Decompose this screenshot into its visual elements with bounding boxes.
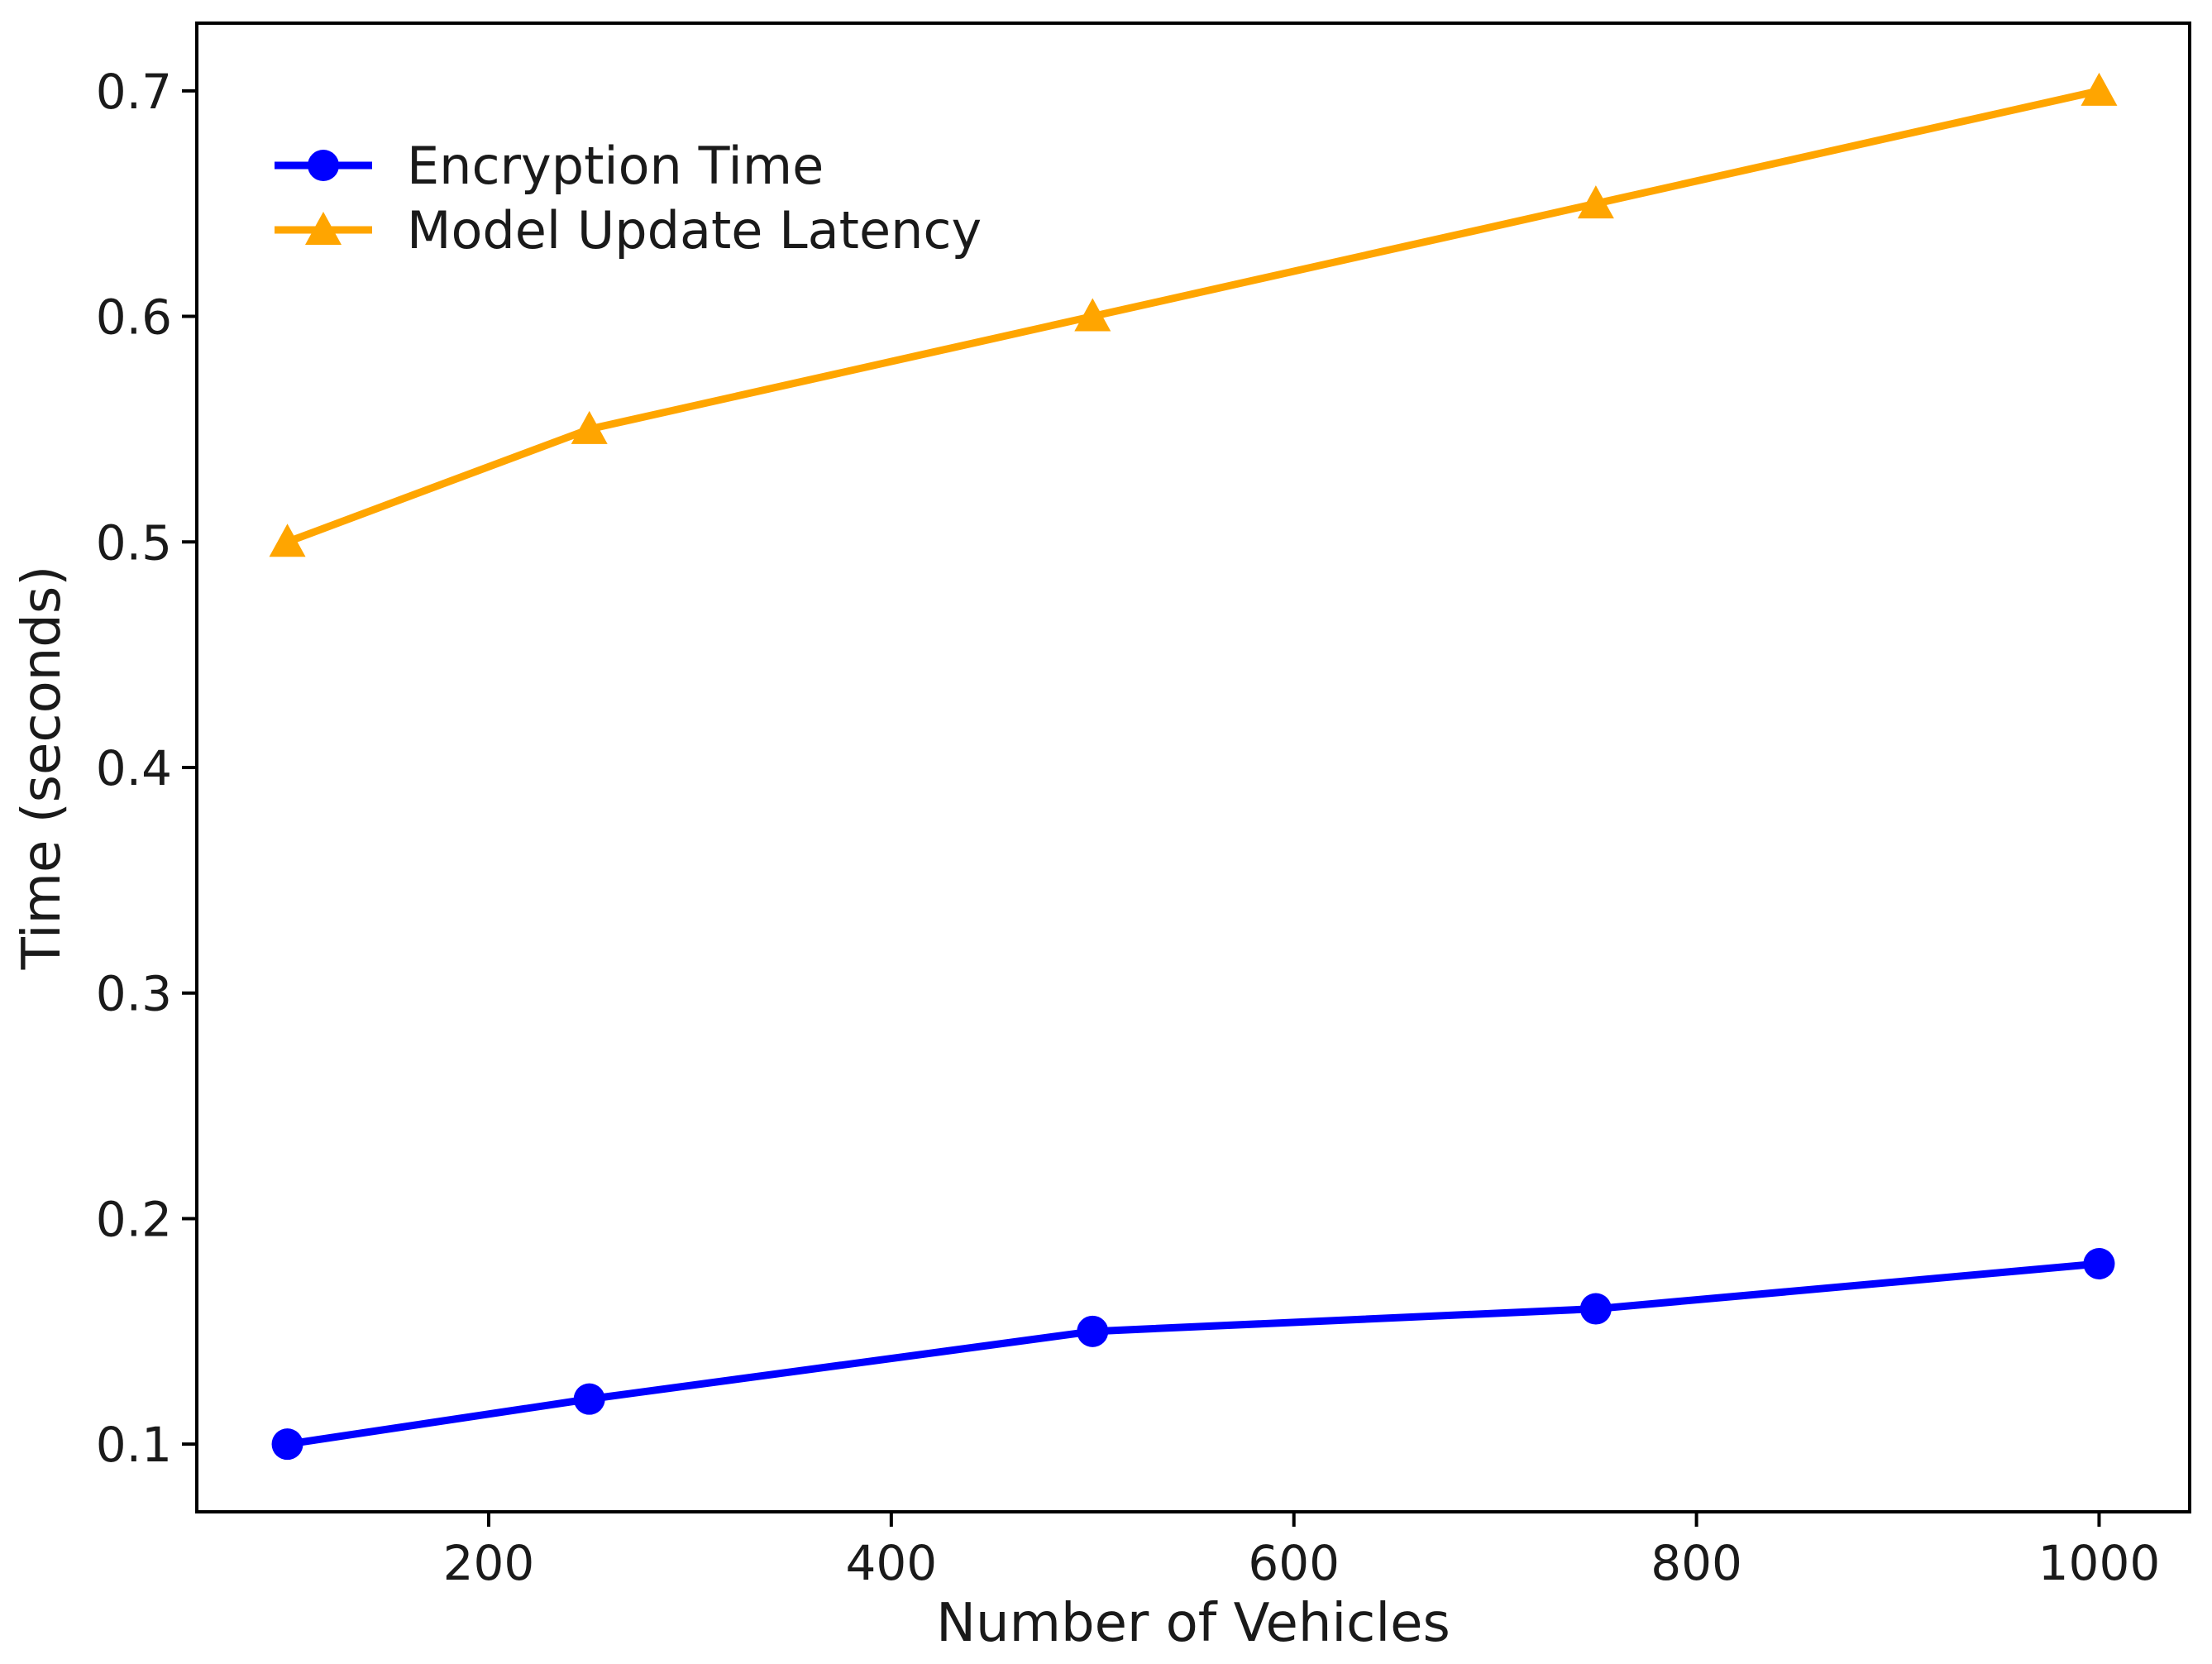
series-encryption-time — [271, 1248, 2115, 1461]
encryption-time-marker — [2083, 1248, 2115, 1279]
legend-circle-marker — [308, 150, 339, 181]
encryption-time-marker — [573, 1383, 605, 1415]
model-update-latency-marker — [2081, 72, 2118, 106]
legend-label: Encryption Time — [407, 136, 824, 196]
x-axis-label: Number of Vehicles — [936, 1593, 1450, 1654]
y-axis-label: Time (seconds) — [12, 566, 73, 971]
encryption-time-marker — [1077, 1315, 1109, 1347]
legend-item-encryption-time: Encryption Time — [275, 136, 824, 196]
model-update-latency-marker — [1074, 298, 1111, 332]
encryption-time-line — [284, 1260, 2103, 1448]
model-update-latency-marker — [269, 524, 306, 557]
legend-triangle-marker — [305, 212, 342, 245]
y-tick-label: 0.3 — [96, 966, 172, 1022]
model-update-latency-marker — [571, 410, 608, 444]
x-tick-label: 1000 — [2038, 1535, 2161, 1591]
y-tick-label: 0.4 — [96, 740, 172, 796]
model-update-latency-marker — [1577, 185, 1614, 219]
plot-area: 200 400 600 800 1000 0.1 0.2 0.3 0.4 0.5 0.6 0.7 Num… — [12, 22, 2191, 1654]
y-tick-label: 0.6 — [96, 289, 172, 346]
y-tick-label: 0.1 — [96, 1417, 172, 1473]
y-tick-label: 0.2 — [96, 1191, 172, 1247]
y-tick-label: 0.5 — [96, 514, 172, 571]
x-tick-label: 200 — [443, 1535, 535, 1591]
y-tick-label: 0.7 — [96, 64, 172, 120]
legend-item-model-update-latency: Model Update Latency — [275, 200, 982, 261]
x-tick-label: 400 — [845, 1535, 937, 1591]
legend-label: Model Update Latency — [407, 200, 982, 261]
encryption-time-marker — [271, 1428, 303, 1461]
series-model-update-latency — [269, 72, 2118, 557]
encryption-time-marker — [1579, 1293, 1612, 1325]
x-tick-label: 800 — [1651, 1535, 1742, 1591]
x-tick-label: 600 — [1248, 1535, 1340, 1591]
